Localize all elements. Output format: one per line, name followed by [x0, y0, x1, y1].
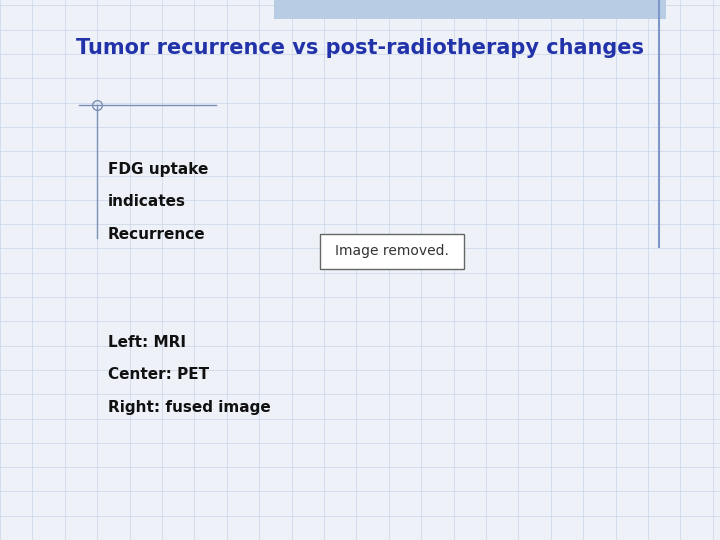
Text: Right: fused image: Right: fused image: [108, 400, 271, 415]
Text: Recurrence: Recurrence: [108, 227, 206, 242]
Text: Image removed.: Image removed.: [336, 244, 449, 258]
Text: Center: PET: Center: PET: [108, 367, 209, 382]
Text: indicates: indicates: [108, 194, 186, 210]
Text: Left: MRI: Left: MRI: [108, 335, 186, 350]
Bar: [274, 0, 666, 19]
Bar: [320, 233, 464, 268]
Text: FDG uptake: FDG uptake: [108, 162, 208, 177]
Text: Tumor recurrence vs post-radiotherapy changes: Tumor recurrence vs post-radiotherapy ch…: [76, 38, 644, 58]
